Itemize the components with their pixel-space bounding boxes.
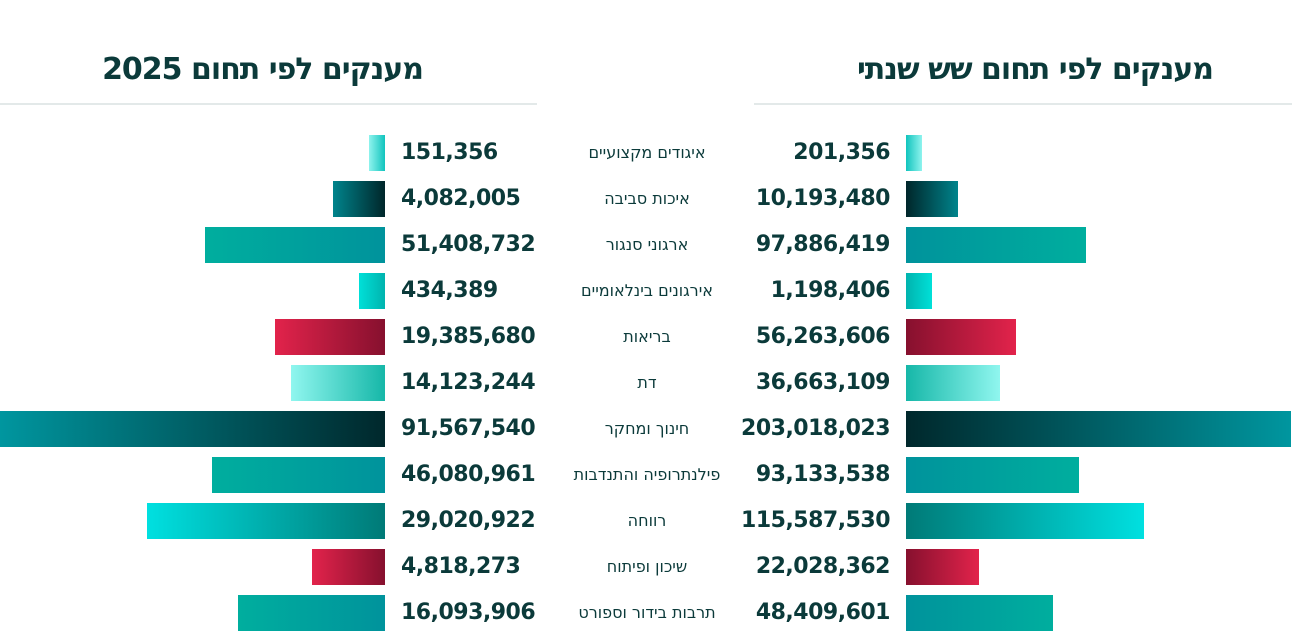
category-label: חינוך ומחקר <box>604 419 690 438</box>
category-label: איגודים מקצועיים <box>588 143 706 162</box>
bar-2025 <box>369 135 385 171</box>
bar-2025 <box>0 411 385 447</box>
value-label-six-year: 1,198,406 <box>770 278 891 303</box>
bar-six-year <box>906 365 1000 401</box>
bar-2025 <box>238 595 385 631</box>
value-label-2025: 91,567,540 <box>401 416 536 441</box>
value-label-2025: 434,389 <box>401 278 498 303</box>
value-label-2025: 4,082,005 <box>401 186 521 211</box>
bar-2025 <box>275 319 385 355</box>
divider-right <box>754 103 1292 105</box>
bar-six-year <box>906 273 932 309</box>
bar-2025 <box>333 181 385 217</box>
chart-row: 434,389 אירגונים בינלאומיים 1,198,406 <box>0 268 1292 314</box>
value-label-six-year: 10,193,480 <box>755 186 891 211</box>
category-label: בריאות <box>623 327 671 346</box>
bar-six-year <box>906 411 1291 447</box>
category-label: איכות סביבה <box>604 189 690 208</box>
chart-title-six-year: מענקים לפי תחום שש שנתי <box>856 52 1214 87</box>
bar-six-year <box>906 227 1086 263</box>
value-label-six-year: 203,018,023 <box>741 416 890 441</box>
value-label-six-year: 97,886,419 <box>755 232 891 257</box>
bar-six-year <box>906 457 1079 493</box>
bar-2025 <box>147 503 385 539</box>
bar-six-year <box>906 503 1144 539</box>
bar-six-year <box>906 595 1053 631</box>
value-label-2025: 51,408,732 <box>401 232 536 257</box>
value-label-six-year: 115,587,530 <box>741 508 890 533</box>
category-label: אירגונים בינלאומיים <box>581 281 713 300</box>
bar-2025 <box>212 457 385 493</box>
value-label-2025: 19,385,680 <box>401 324 536 349</box>
category-label: רווחה <box>627 511 667 530</box>
value-label-2025: 4,818,273 <box>401 554 521 579</box>
divider-left <box>0 103 537 105</box>
chart-row: 4,818,273 שיכון ופיתוח 22,028,362 <box>0 544 1292 590</box>
chart-row: 19,385,680 בריאות 56,263,606 <box>0 314 1292 360</box>
bar-six-year <box>906 181 958 217</box>
chart-row: 91,567,540 חינוך ומחקר 203,018,023 <box>0 406 1292 452</box>
bar-2025 <box>291 365 385 401</box>
category-label: דת <box>637 373 657 392</box>
value-label-six-year: 201,356 <box>793 140 890 165</box>
bar-2025 <box>312 549 385 585</box>
bar-2025 <box>359 273 385 309</box>
value-label-six-year: 48,409,601 <box>755 600 891 625</box>
value-label-six-year: 56,263,606 <box>755 324 891 349</box>
value-label-2025: 14,123,244 <box>401 370 536 395</box>
value-label-six-year: 93,133,538 <box>755 462 891 487</box>
bar-2025 <box>205 227 385 263</box>
chart-title-2025: מענקים לפי תחום 2025 <box>102 52 424 87</box>
bar-six-year <box>906 319 1016 355</box>
bar-six-year <box>906 135 922 171</box>
category-label: תרבות בידור וספורט <box>578 603 716 622</box>
chart-row: 4,082,005 איכות סביבה 10,193,480 <box>0 176 1292 222</box>
value-label-2025: 29,020,922 <box>401 508 536 533</box>
chart-row: 51,408,732 ארגוני סנגור 97,886,419 <box>0 222 1292 268</box>
value-label-six-year: 22,028,362 <box>755 554 891 579</box>
chart-row: 151,356 איגודים מקצועיים 201,356 <box>0 130 1292 176</box>
chart-row: 14,123,244 דת 36,663,109 <box>0 360 1292 406</box>
bar-six-year <box>906 549 979 585</box>
value-label-2025: 16,093,906 <box>401 600 536 625</box>
value-label-2025: 151,356 <box>401 140 498 165</box>
chart-row: 16,093,906 תרבות בידור וספורט 48,409,601 <box>0 590 1292 636</box>
value-label-six-year: 36,663,109 <box>755 370 891 395</box>
category-label: שיכון ופיתוח <box>606 557 688 576</box>
category-label: ארגוני סנגור <box>605 235 689 254</box>
value-label-2025: 46,080,961 <box>401 462 536 487</box>
chart-row: 46,080,961 פילנתרופיה והתנדבות 93,133,538 <box>0 452 1292 498</box>
chart-row: 29,020,922 רווחה 115,587,530 <box>0 498 1292 544</box>
category-label: פילנתרופיה והתנדבות <box>573 465 721 484</box>
